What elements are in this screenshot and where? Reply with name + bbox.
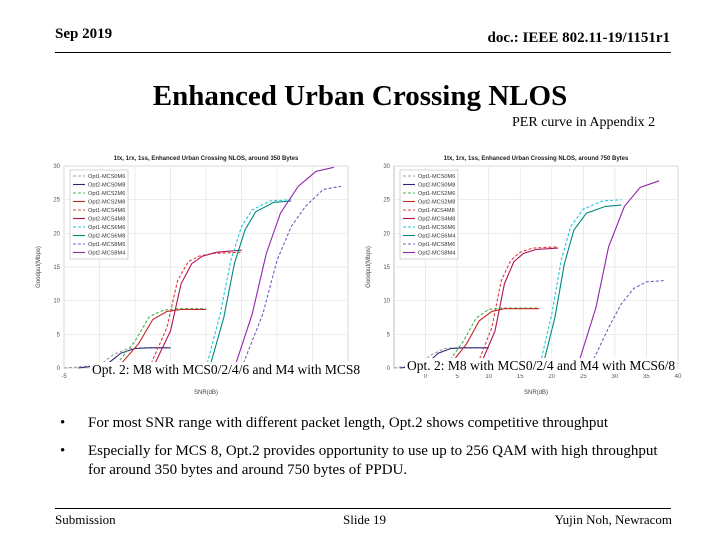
y-tick-label: 30 <box>53 164 60 170</box>
legend-label: Opt1-MCS6M6 <box>418 225 455 231</box>
legend-label: Opt1-NCS4M8 <box>418 208 455 214</box>
y-tick-label: 10 <box>383 299 390 305</box>
y-tick-label: 10 <box>53 299 60 305</box>
bullet-text: Especially for MCS 8, Opt.2 provides opp… <box>88 443 658 478</box>
footer-divider <box>55 508 671 509</box>
y-tick-label: 15 <box>53 265 60 271</box>
series-line <box>113 308 206 369</box>
legend-label: Opt1-MCS4M6 <box>88 208 125 214</box>
series-line <box>576 180 660 369</box>
footer-author: Yujin Noh, Newracom <box>554 512 672 527</box>
y-axis-label: Goodput(Mbps) <box>36 246 42 288</box>
chart-350-bytes-svg: -5051015202530350510152025301tx, 1rx, 1s… <box>36 156 352 396</box>
x-tick-label: 20 <box>548 374 555 380</box>
bullet-dot-icon: • <box>60 443 66 459</box>
bullet-item: • Especially for MCS 8, Opt.2 provides o… <box>60 442 700 480</box>
series-line <box>541 204 622 369</box>
footer-submission: Submission <box>55 512 116 527</box>
chart-title: 1tx, 1rx, 1ss, Enhanced Urban Crossing N… <box>444 156 629 162</box>
caption-right: Opt. 2: M8 with MCS0/2/4 and M4 with MCS… <box>405 358 678 374</box>
footer-slide-number: Slide 19 <box>343 512 386 527</box>
series-line <box>478 247 559 369</box>
series-line <box>233 166 334 369</box>
legend-label: Opt1-MCS2M6 <box>418 191 455 197</box>
y-axis-label: Goodput(Mbps) <box>366 246 372 288</box>
x-tick-label: 40 <box>675 374 682 380</box>
x-axis-label: SNR(dB) <box>524 390 548 396</box>
series-line <box>116 308 206 369</box>
header-date: Sep 2019 <box>55 26 113 42</box>
x-tick-label: 35 <box>643 374 650 380</box>
legend-label: Opt2-MCS6M4 <box>418 234 455 240</box>
y-tick-label: 25 <box>53 198 60 204</box>
bullet-text: For most SNR range with different packet… <box>88 415 609 431</box>
series-line <box>152 249 242 369</box>
y-tick-label: 30 <box>383 164 390 170</box>
y-tick-label: 5 <box>387 332 391 338</box>
header-doc-id: doc.: IEEE 802.11-19/1151r1 <box>487 30 670 46</box>
legend-label: Opt1-MCS8M6 <box>418 242 455 248</box>
y-tick-label: 20 <box>53 231 60 237</box>
chart-title: 1tx, 1rx, 1ss, Enhanced Urban Crossing N… <box>114 156 299 162</box>
legend-label: Opt1-MCS2M6 <box>88 191 125 197</box>
x-tick-label: 10 <box>485 374 492 380</box>
series-line <box>444 307 540 369</box>
y-tick-label: 25 <box>383 198 390 204</box>
legend-label: Opt2-MCS8M4 <box>418 251 455 257</box>
legend-label: Opt2-MCS8M4 <box>88 251 125 257</box>
legend-label: Opt2-MCS4M8 <box>88 217 125 223</box>
slide-title: Enhanced Urban Crossing NLOS <box>152 80 568 112</box>
chart-350-bytes: -5051015202530350510152025301tx, 1rx, 1s… <box>30 150 360 400</box>
bullet-item: • For most SNR range with different pack… <box>60 414 700 433</box>
legend-label: Opt1-MCS6M6 <box>88 225 125 231</box>
legend-label: Opt2-MCS2M8 <box>88 200 125 206</box>
x-tick-label: 30 <box>612 374 619 380</box>
chart-750-bytes-svg: 0 5 10 15 20 25 30 35 40 0 5 10 15 20 25 30 1tx, 1rx, 1s… <box>366 156 682 396</box>
y-tick-label: 0 <box>387 366 391 372</box>
legend-label: Opt2-MCS6M8 <box>88 234 125 240</box>
x-tick-label: 15 <box>517 374 524 380</box>
y-tick-label: 15 <box>383 265 390 271</box>
series-line <box>208 200 292 369</box>
x-axis-label: SNR(dB) <box>194 390 218 396</box>
y-tick-label: 0 <box>57 366 61 372</box>
x-tick-label: 5 <box>455 374 459 380</box>
y-tick-label: 5 <box>57 332 61 338</box>
x-tick-label: -5 <box>61 374 67 380</box>
header-divider <box>55 52 671 53</box>
bullet-list: • For most SNR range with different pack… <box>60 414 700 489</box>
slide-subtitle: PER curve in Appendix 2 <box>512 115 656 130</box>
legend-label: Opt2-MCS4M8 <box>418 217 455 223</box>
legend-label: Opt2-MCS2M8 <box>418 200 455 206</box>
series-line <box>240 185 342 369</box>
caption-left: Opt. 2: M8 with MCS0/2/4/6 and M4 with M… <box>90 362 363 378</box>
legend-label: Opt1-MCS8M6 <box>88 242 125 248</box>
series-line <box>447 308 540 369</box>
x-tick-label: 25 <box>580 374 587 380</box>
series-line <box>589 279 666 369</box>
y-tick-label: 20 <box>383 231 390 237</box>
series-line <box>538 199 622 369</box>
legend-label: Opt2-MCS0M8 <box>88 183 125 189</box>
x-tick-label: 0 <box>424 374 428 380</box>
legend-label: Opt1-MCS0M6 <box>418 174 455 180</box>
legend-label: Opt2-MCS0M8 <box>418 183 455 189</box>
series-line <box>205 199 292 369</box>
bullet-dot-icon: • <box>60 415 66 431</box>
legend-label: Opt1-MCS0M6 <box>88 174 125 180</box>
